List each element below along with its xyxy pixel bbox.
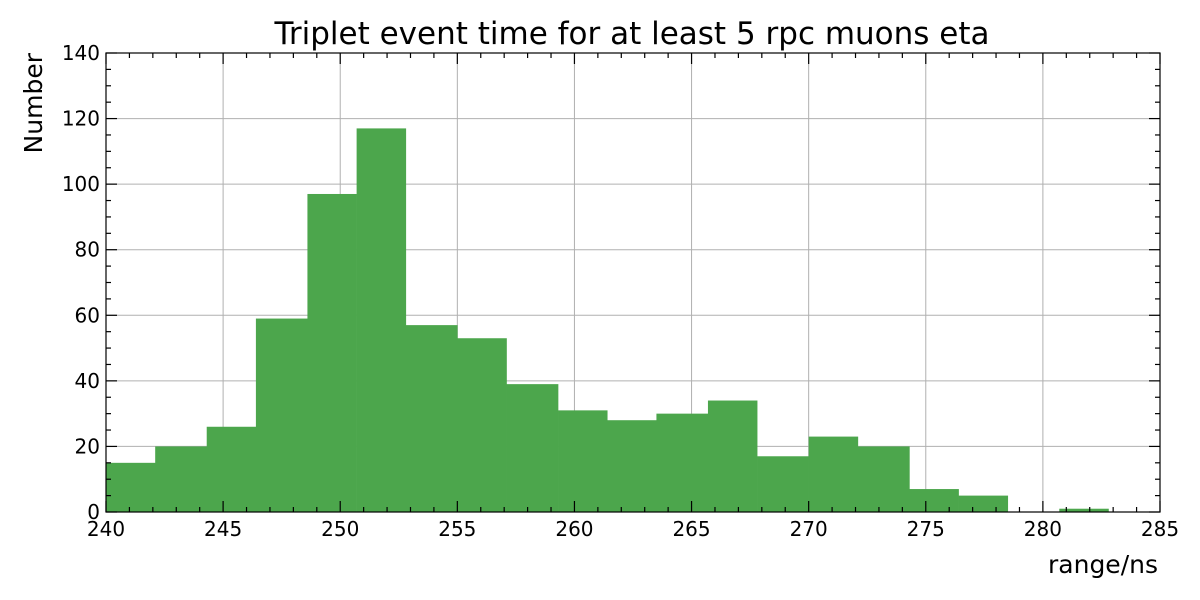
tick-labels: 240 245 250 255 260 265 270 275 280 285 0 20 40 60 80 1… — [62, 41, 1179, 541]
histogram-bar — [405, 325, 458, 512]
y-tick-label: 120 — [62, 107, 100, 131]
y-tick-label: 80 — [75, 238, 100, 262]
x-tick-label: 260 — [555, 517, 593, 541]
histogram-bar — [206, 426, 257, 512]
y-tick-label: 100 — [62, 172, 100, 196]
histogram-bar — [958, 495, 1009, 512]
histogram-bar — [356, 128, 407, 512]
x-tick-label: 270 — [790, 517, 828, 541]
histogram-bar — [909, 489, 959, 512]
histogram-bars — [106, 128, 1109, 512]
histogram-bar — [1059, 508, 1109, 512]
x-tick-label: 240 — [87, 517, 125, 541]
histogram-bar — [607, 420, 657, 512]
y-tick-label: 40 — [75, 369, 100, 393]
histogram-bar — [307, 193, 357, 512]
y-tick-label: 140 — [62, 41, 100, 65]
y-tick-label: 20 — [75, 434, 100, 458]
histogram-bar — [106, 462, 156, 512]
histogram-bar — [457, 338, 507, 512]
x-tick-label: 280 — [1024, 517, 1062, 541]
histogram-bar — [757, 456, 809, 512]
x-tick-label: 275 — [907, 517, 945, 541]
x-tick-label: 255 — [438, 517, 476, 541]
histogram-bar — [857, 446, 910, 512]
x-tick-label: 245 — [204, 517, 242, 541]
histogram-bar — [808, 436, 859, 512]
histogram-bar — [506, 384, 559, 512]
y-tick-label: 0 — [87, 500, 100, 524]
histogram-bar — [155, 446, 208, 512]
x-tick-label: 250 — [321, 517, 359, 541]
x-tick-label: 285 — [1141, 517, 1179, 541]
histogram-bar — [707, 400, 758, 512]
y-axis-label: Number — [19, 52, 48, 153]
histogram-bar — [656, 413, 709, 512]
x-axis-label: range/ns — [1048, 550, 1158, 579]
chart-title: Triplet event time for at least 5 rpc mu… — [273, 16, 989, 52]
histogram-bar — [255, 318, 308, 512]
histogram-bar — [558, 410, 608, 512]
x-tick-label: 265 — [672, 517, 710, 541]
axis-ticks — [105, 52, 1161, 513]
y-tick-label: 60 — [75, 303, 100, 327]
